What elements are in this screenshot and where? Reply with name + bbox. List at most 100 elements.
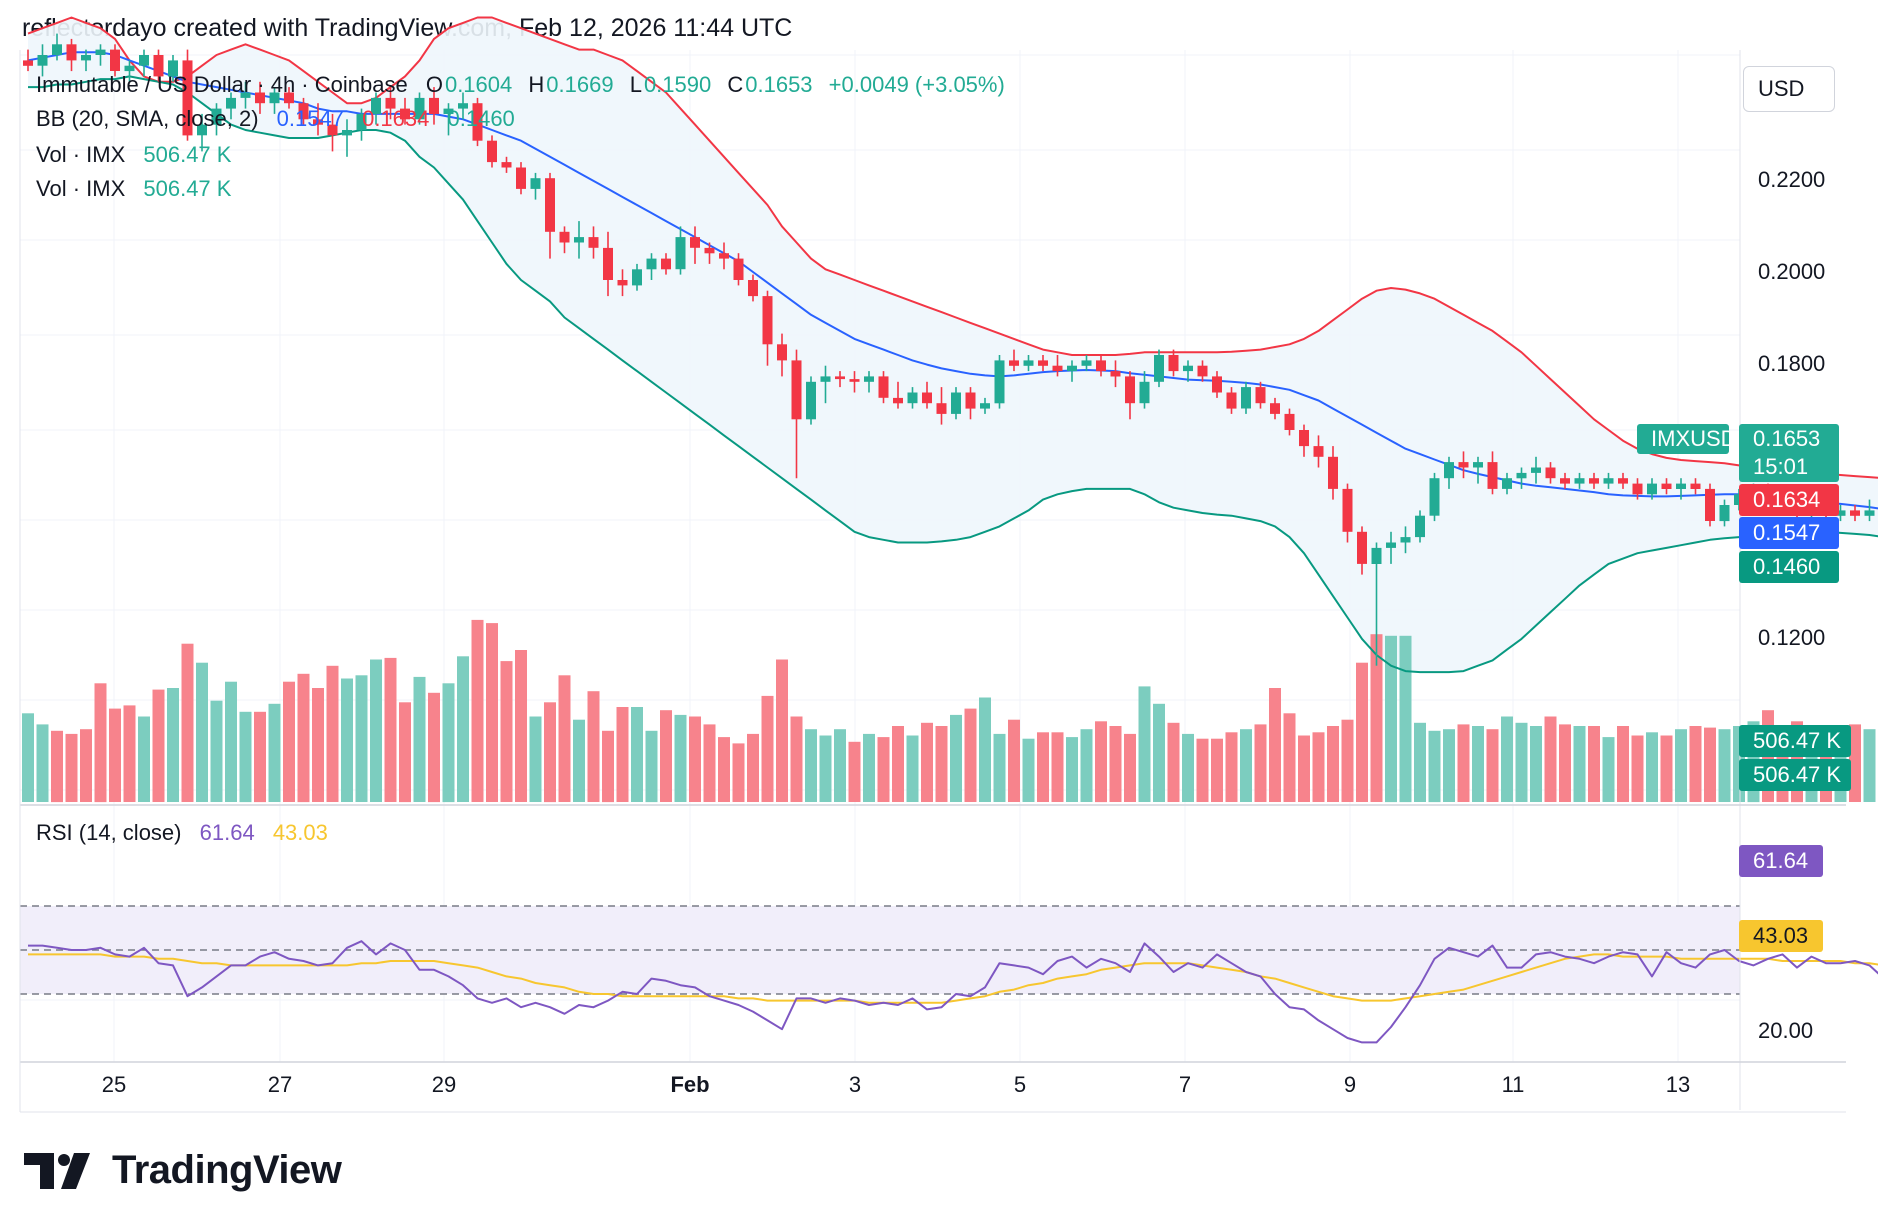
candle-body (748, 280, 758, 297)
candle-body (356, 113, 367, 130)
candle (429, 87, 439, 125)
candle (1690, 478, 1701, 495)
candle (414, 92, 425, 125)
candle-body (124, 65, 135, 72)
candle (1850, 505, 1860, 522)
candle (313, 103, 323, 136)
candle-body (907, 392, 918, 404)
volume-bar (1051, 732, 1064, 802)
candle-body (1458, 462, 1469, 468)
volume-bar (22, 713, 34, 802)
x-tick-label: 11 (1502, 1072, 1525, 1097)
candle (1502, 472, 1512, 495)
volume-bar (1486, 729, 1499, 802)
candle (1545, 462, 1556, 484)
legend-high: 0.1669 (546, 72, 614, 97)
candle (1603, 472, 1614, 489)
candle-body (516, 167, 526, 189)
legend-vol2-label[interactable]: Vol · IMX (36, 176, 126, 201)
volume-bar (1167, 722, 1180, 802)
legend-symbol-row[interactable]: Immutable / US Dollar · 4h · Coinbase O 0… (36, 72, 1007, 98)
candle (1705, 483, 1715, 527)
volume-bar (1298, 735, 1310, 802)
volume-bar (1182, 733, 1194, 802)
candle (1516, 467, 1527, 489)
volume-bar (993, 733, 1006, 802)
candle-body (1705, 488, 1715, 521)
volume-bar (776, 659, 788, 802)
candle-body (95, 49, 106, 55)
volume-bar (1457, 724, 1470, 802)
candle (327, 113, 338, 152)
candle (1125, 371, 1135, 420)
candle (1052, 355, 1063, 377)
currency-button[interactable]: USD (1743, 66, 1835, 112)
candle-body (443, 108, 454, 114)
candle-body (632, 269, 642, 286)
candle-body (1313, 446, 1324, 457)
candle-body (1632, 483, 1643, 495)
candle-body (37, 55, 48, 66)
legend-vol1: 506.47 K (143, 142, 232, 167)
x-axis-ticks: 25 27 29 Feb 3 5 7 9 11 13 (102, 1072, 1690, 1097)
legend-h-label: H (528, 72, 545, 97)
volume-bar (689, 716, 701, 802)
candle (1139, 371, 1150, 409)
candle-body (1226, 392, 1237, 409)
candle-body (226, 97, 236, 109)
candle (777, 333, 787, 377)
volume-bar (500, 661, 513, 802)
legend-vol1-label[interactable]: Vol · IMX (36, 142, 126, 167)
candle-body (1516, 472, 1527, 479)
candle-body (400, 108, 410, 120)
candle (965, 387, 976, 420)
candle-body (1415, 515, 1425, 538)
volume-bar (370, 659, 382, 802)
volume-bar (1573, 726, 1586, 802)
candle (980, 397, 990, 414)
candle (1632, 478, 1643, 500)
last-price-badge: 0.1653 15:01 (1739, 424, 1839, 482)
candle-body (661, 258, 671, 270)
volume-bar (1269, 688, 1281, 802)
candle (298, 97, 309, 125)
volume-bar (790, 716, 803, 802)
brand-logo[interactable]: TradingView (24, 1148, 342, 1193)
legend-rsi-row[interactable]: RSI (14, close) 61.64 43.03 (36, 820, 330, 846)
volume-bar (1080, 729, 1093, 802)
legend-rsi-label[interactable]: RSI (14, close) (36, 820, 182, 845)
volume-bar (1863, 729, 1876, 802)
candle-body (1299, 430, 1309, 447)
x-tick-label: 25 (102, 1072, 126, 1097)
candle (168, 55, 178, 82)
legend-bb-row[interactable]: BB (20, SMA, close, 2) 0.1547 0.1634 0.1… (36, 106, 517, 132)
volume-bar (587, 691, 600, 802)
candle (545, 172, 555, 259)
candle-body (1255, 387, 1266, 404)
volume-bar (80, 729, 92, 802)
legend-bb-label[interactable]: BB (20, SMA, close, 2) (36, 106, 259, 131)
volume-bar (964, 708, 977, 802)
candle (1386, 531, 1396, 564)
volume-bar (703, 724, 716, 802)
legend-vol1-row[interactable]: Vol · IMX 506.47 K (36, 142, 233, 168)
x-tick-label: 29 (432, 1072, 456, 1097)
x-tick-label: 7 (1179, 1072, 1191, 1097)
candle-body (1444, 462, 1454, 479)
legend-vol2-row[interactable]: Vol · IMX 506.47 K (36, 176, 233, 202)
volume-bar (1515, 722, 1528, 802)
legend-o-label: O (425, 72, 443, 97)
candle (1458, 451, 1469, 479)
candle (530, 172, 541, 200)
volume-bar (196, 662, 208, 802)
volume-bar (718, 737, 730, 802)
candle-body (777, 344, 787, 361)
volume-bar (921, 722, 933, 802)
candle (443, 103, 454, 136)
volume-bar (1428, 730, 1441, 803)
candle-body (1067, 365, 1077, 372)
volume-bar (123, 705, 136, 802)
legend-symbol[interactable]: Immutable / US Dollar · 4h · Coinbase (36, 72, 408, 97)
volume-bar (819, 735, 832, 802)
